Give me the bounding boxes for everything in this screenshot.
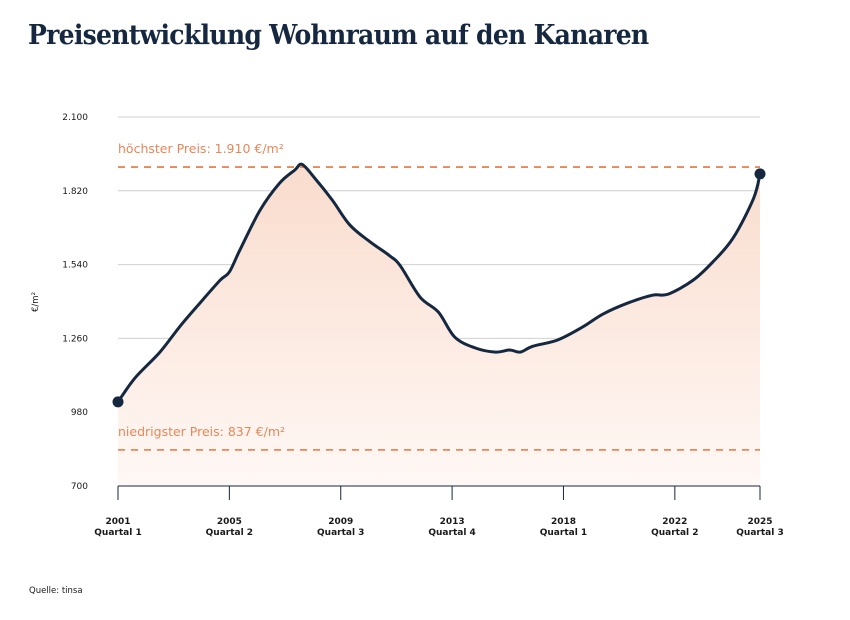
x-tick-year: 2022 [662, 517, 687, 527]
reference-label-min: niedrigster Preis: 837 €/m² [118, 424, 285, 439]
reference-label-max: höchster Preis: 1.910 €/m² [118, 141, 284, 156]
x-tick-quarter: Quartal 1 [540, 528, 587, 538]
x-tick-quarter: Quartal 2 [206, 528, 253, 538]
y-tick-label: 1.820 [62, 187, 88, 197]
end-point-marker [754, 168, 766, 180]
reference-lines: höchster Preis: 1.910 €/m² niedrigster Pr… [118, 141, 760, 451]
y-tick-label: 700 [71, 482, 88, 492]
y-tick-label: 2.100 [62, 113, 88, 123]
x-tick-year: 2025 [747, 517, 772, 527]
y-tick-label: 1.540 [62, 261, 88, 271]
y-tick-label: 1.260 [62, 334, 88, 344]
y-axis-label: €/m² [31, 292, 41, 312]
area-fill [118, 164, 760, 486]
x-tick-quarter: Quartal 2 [651, 528, 698, 538]
x-tick-year: 2009 [328, 517, 353, 527]
x-tick-quarter: Quartal 4 [428, 528, 475, 538]
start-point-marker [112, 396, 124, 408]
chart-title: Preisentwicklung Wohnraum auf den Kanare… [28, 20, 649, 51]
x-tick-year: 2001 [105, 517, 130, 527]
x-tick-quarter: Quartal 3 [736, 528, 783, 538]
x-tick-year: 2018 [551, 517, 576, 527]
x-tick-quarter: Quartal 1 [94, 528, 141, 538]
price-line [116, 162, 762, 404]
x-tick-year: 2005 [217, 517, 242, 527]
x-tick-year: 2013 [440, 517, 465, 527]
y-axis-ticks: 700 980 1.260 1.540 1.820 2.100 [62, 113, 88, 492]
y-tick-label: 980 [71, 408, 88, 418]
x-tick-quarter: Quartal 3 [317, 528, 364, 538]
source-note: Quelle: tinsa [29, 586, 83, 596]
